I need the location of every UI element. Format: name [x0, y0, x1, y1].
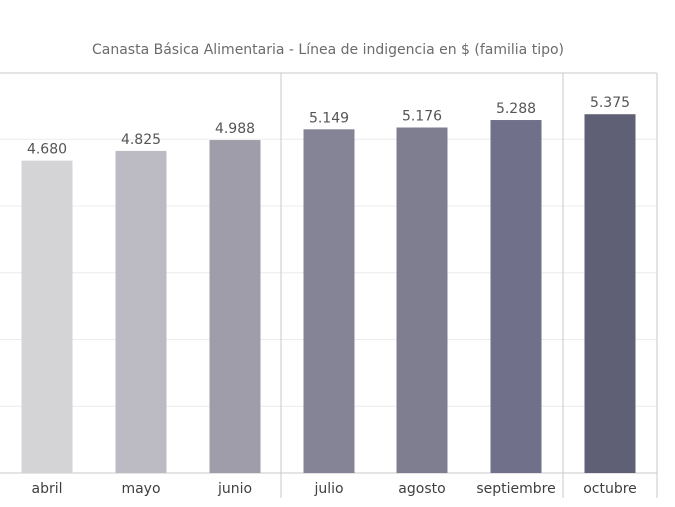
bar — [584, 114, 636, 473]
bar — [115, 150, 167, 473]
x-tick-label: julio — [313, 481, 343, 497]
bar — [303, 129, 355, 473]
x-axis-tick-labels: abril mayo junio julio agosto septiembre octub… — [31, 481, 636, 497]
data-label: 4.680 — [27, 142, 67, 158]
bar — [209, 140, 261, 473]
data-label: 5.288 — [496, 101, 536, 117]
x-tick-label: septiembre — [476, 481, 555, 497]
value-labels: 4.680 4.825 4.988 5.149 5.176 5.288 5.375 — [27, 95, 630, 157]
x-tick-label: agosto — [398, 481, 445, 497]
data-label: 5.375 — [590, 95, 630, 111]
x-tick-label: octubre — [583, 481, 637, 497]
data-label: 5.149 — [309, 110, 349, 126]
chart-title: Canasta Básica Alimentaria - Línea de in… — [92, 42, 564, 58]
bar — [490, 120, 542, 473]
bar — [21, 160, 73, 474]
x-tick-label: abril — [31, 481, 62, 497]
data-label: 4.825 — [121, 132, 161, 148]
bars — [21, 114, 636, 474]
data-label: 5.176 — [402, 109, 442, 125]
data-label: 4.988 — [215, 121, 255, 137]
x-tick-label: junio — [217, 481, 252, 497]
bar — [396, 127, 448, 473]
x-tick-label: mayo — [121, 481, 160, 497]
